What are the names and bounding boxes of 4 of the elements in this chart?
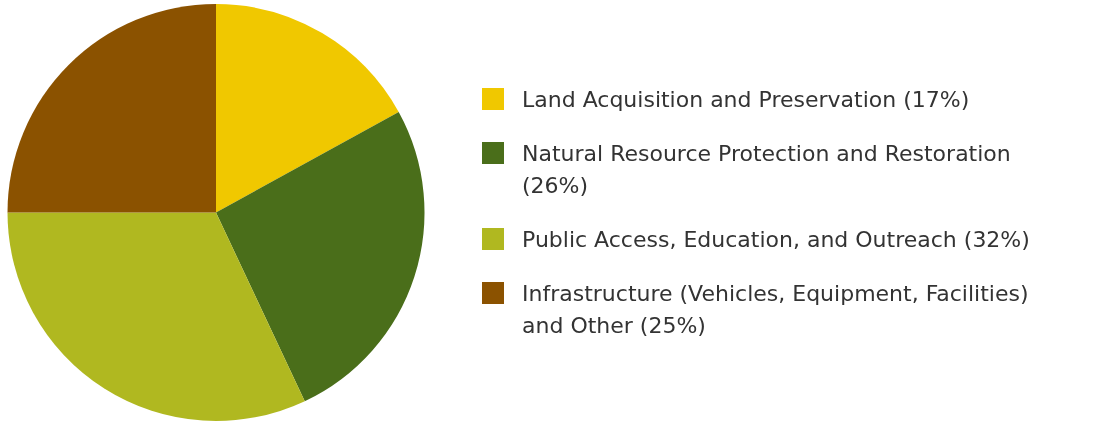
legend-label: Infrastructure (Vehicles, Equipment, Facilities) and Other (25%) xyxy=(522,279,1030,340)
legend-label: Natural Resource Protection and Restoration (26%) xyxy=(522,139,1012,200)
legend-label: Public Access, Education, and Outreach (32%) xyxy=(522,225,1030,254)
legend-label: Land Acquisition and Preservation (17%) xyxy=(522,85,970,114)
